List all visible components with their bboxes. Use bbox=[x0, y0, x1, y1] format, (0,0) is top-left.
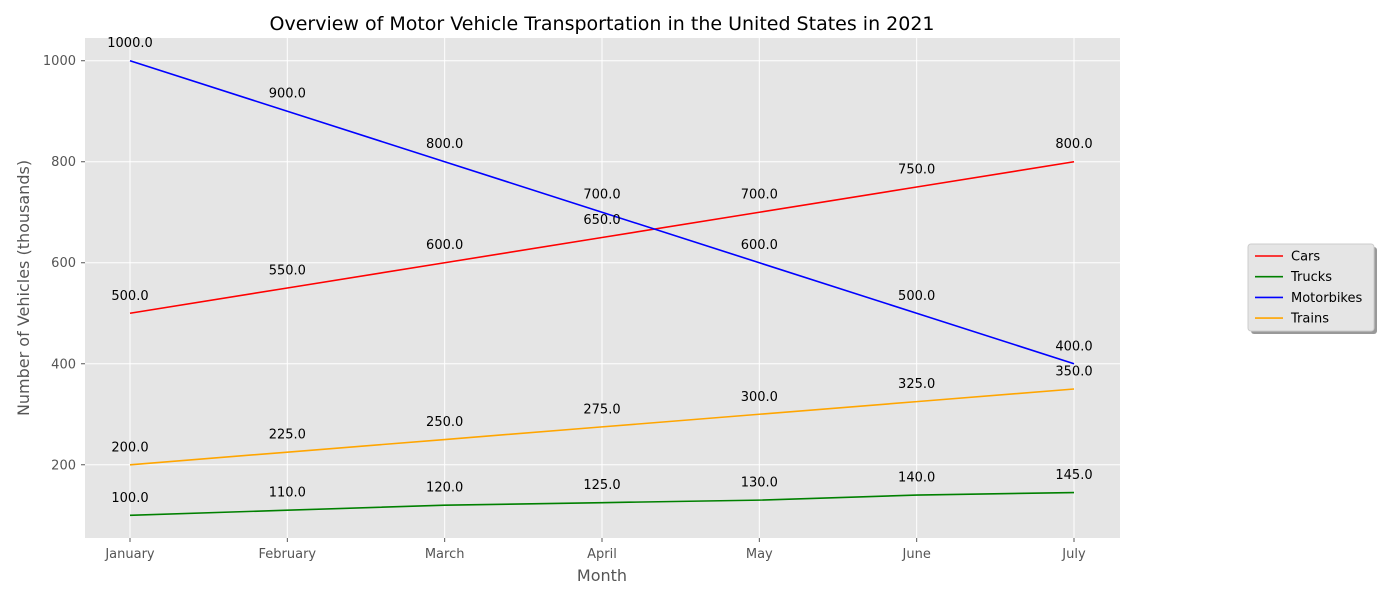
data-label-trains: 225.0 bbox=[269, 428, 306, 443]
x-axis-ticks: January February March April May June July bbox=[104, 538, 1086, 562]
data-label-cars: 600.0 bbox=[426, 238, 463, 253]
x-tick-label: March bbox=[425, 547, 465, 562]
data-label-trucks: 130.0 bbox=[741, 476, 778, 491]
legend: Cars Trucks Motorbikes Trains bbox=[1247, 243, 1377, 334]
data-label-motorbikes: 1000.0 bbox=[107, 36, 153, 51]
legend-label-cars: Cars bbox=[1291, 250, 1320, 265]
data-label-trucks: 120.0 bbox=[426, 481, 463, 496]
data-label-trains: 200.0 bbox=[111, 440, 148, 455]
x-tick-label: June bbox=[902, 547, 931, 562]
data-label-motorbikes: 900.0 bbox=[269, 87, 306, 102]
legend-label-trucks: Trucks bbox=[1290, 270, 1332, 285]
data-label-motorbikes: 400.0 bbox=[1055, 339, 1092, 354]
series-line-trains bbox=[129, 388, 1075, 466]
series-lines bbox=[129, 59, 1075, 517]
data-label-cars: 500.0 bbox=[111, 289, 148, 304]
data-label-trains: 325.0 bbox=[898, 377, 935, 392]
data-label-cars: 750.0 bbox=[898, 162, 935, 177]
y-tick-label: 200 bbox=[51, 458, 76, 473]
x-tick-label: July bbox=[1061, 547, 1086, 562]
data-label-trucks: 110.0 bbox=[269, 486, 306, 501]
legend-label-trains: Trains bbox=[1290, 312, 1329, 327]
y-tick-label: 400 bbox=[51, 357, 76, 372]
y-tick-label: 1000 bbox=[43, 54, 76, 69]
y-tick-label: 800 bbox=[51, 155, 76, 170]
data-label-cars: 650.0 bbox=[583, 213, 620, 228]
data-labels: 500.0 550.0 600.0 650.0 700.0 750.0 800.0 100.0… bbox=[107, 36, 1092, 506]
data-label-trucks: 125.0 bbox=[583, 478, 620, 493]
grid-lines bbox=[85, 38, 1120, 538]
data-label-motorbikes: 800.0 bbox=[426, 137, 463, 152]
legend-label-motorbikes: Motorbikes bbox=[1291, 291, 1362, 306]
x-axis-label: Month bbox=[577, 566, 627, 585]
data-label-trains: 275.0 bbox=[583, 402, 620, 417]
data-label-motorbikes: 600.0 bbox=[741, 238, 778, 253]
data-label-trains: 350.0 bbox=[1055, 365, 1092, 380]
data-label-trucks: 145.0 bbox=[1055, 468, 1092, 483]
data-label-trucks: 140.0 bbox=[898, 471, 935, 486]
chart-title: Overview of Motor Vehicle Transportation… bbox=[270, 13, 935, 35]
data-label-motorbikes: 700.0 bbox=[583, 188, 620, 203]
data-label-motorbikes: 500.0 bbox=[898, 289, 935, 304]
data-label-cars: 550.0 bbox=[269, 264, 306, 279]
data-label-cars: 800.0 bbox=[1055, 137, 1092, 152]
data-label-cars: 700.0 bbox=[741, 188, 778, 203]
series-line-motorbikes bbox=[129, 59, 1075, 365]
data-label-trucks: 100.0 bbox=[111, 491, 148, 506]
x-tick-label: May bbox=[746, 547, 773, 562]
series-line-cars bbox=[129, 160, 1075, 315]
y-tick-label: 600 bbox=[51, 256, 76, 271]
y-axis-label: Number of Vehicles (thousands) bbox=[14, 160, 33, 416]
legend-box bbox=[1247, 243, 1375, 332]
x-tick-label: February bbox=[259, 547, 317, 562]
data-label-trains: 300.0 bbox=[741, 390, 778, 405]
y-axis-ticks: 200 400 600 800 1000 bbox=[43, 54, 85, 473]
series-line-trucks bbox=[129, 491, 1075, 517]
data-label-trains: 250.0 bbox=[426, 415, 463, 430]
x-tick-label: April bbox=[587, 547, 617, 562]
x-tick-label: January bbox=[104, 547, 155, 562]
